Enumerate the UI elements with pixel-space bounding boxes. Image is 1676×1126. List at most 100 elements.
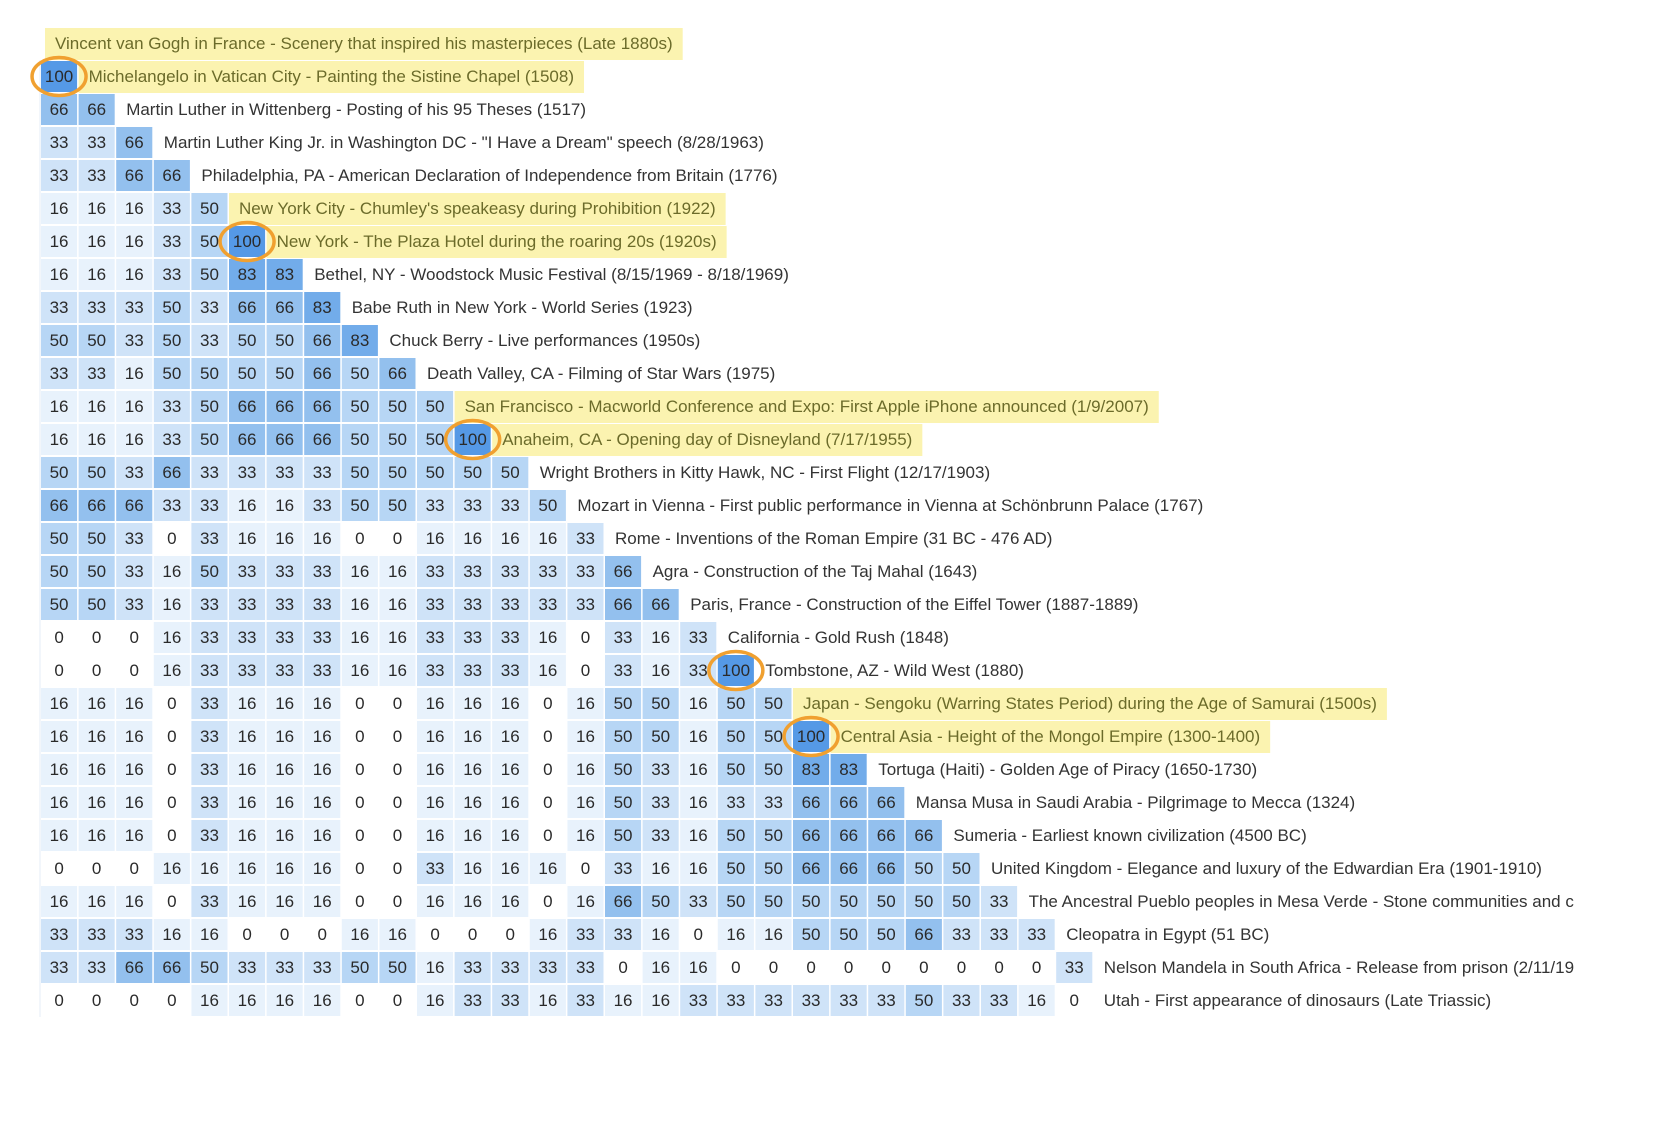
heatmap-cell bbox=[304, 886, 341, 917]
cell-value: 16 bbox=[238, 892, 257, 911]
cell-value: 33 bbox=[1065, 958, 1084, 977]
heatmap-cell bbox=[78, 490, 115, 521]
heatmap-cell bbox=[529, 754, 566, 785]
row-label: Tortuga (Haiti) - Golden Age of Piracy (… bbox=[878, 760, 1257, 779]
cell-value: 33 bbox=[463, 958, 482, 977]
row-label: Death Valley, CA - Filming of Star Wars … bbox=[427, 364, 775, 383]
heatmap-cell bbox=[830, 787, 867, 818]
heatmap-cell bbox=[116, 391, 153, 422]
heatmap-cell bbox=[492, 985, 529, 1016]
cell-value: 33 bbox=[125, 595, 144, 614]
row-label: Utah - First appearance of dinosaurs (La… bbox=[1104, 991, 1491, 1010]
heatmap-cell bbox=[153, 754, 190, 785]
cell-value: 33 bbox=[426, 859, 445, 878]
cell-value: 16 bbox=[162, 925, 181, 944]
heatmap-cell bbox=[717, 952, 754, 983]
cell-value: 16 bbox=[238, 529, 257, 548]
cell-value: 16 bbox=[426, 991, 445, 1010]
cell-value: 50 bbox=[200, 562, 219, 581]
cell-value: 66 bbox=[651, 595, 670, 614]
heatmap-cell bbox=[1018, 952, 1055, 983]
cell-value: 16 bbox=[350, 628, 369, 647]
cell-value: 16 bbox=[501, 793, 520, 812]
row-label: Tombstone, AZ - Wild West (1880) bbox=[765, 661, 1024, 680]
heatmap-cell bbox=[605, 556, 642, 587]
heatmap-cell bbox=[153, 391, 190, 422]
cell-value: 100 bbox=[458, 430, 486, 449]
heatmap-cell bbox=[41, 787, 78, 818]
heatmap-cell bbox=[304, 655, 341, 686]
cell-value: 33 bbox=[426, 628, 445, 647]
heatmap-cell bbox=[229, 919, 266, 950]
heatmap-cell bbox=[341, 589, 378, 620]
cell-value: 0 bbox=[355, 727, 364, 746]
heatmap-cell bbox=[78, 787, 115, 818]
cell-value: 66 bbox=[125, 166, 144, 185]
heatmap-cell bbox=[153, 721, 190, 752]
heatmap-cell bbox=[642, 721, 679, 752]
heatmap-cell bbox=[717, 754, 754, 785]
cell-value: 0 bbox=[543, 760, 552, 779]
heatmap-cell bbox=[642, 787, 679, 818]
cell-value: 50 bbox=[426, 463, 445, 482]
heatmap-cell bbox=[191, 292, 228, 323]
cell-value: 33 bbox=[50, 166, 69, 185]
cell-value: 50 bbox=[200, 364, 219, 383]
cell-value: 50 bbox=[162, 331, 181, 350]
cell-value: 16 bbox=[501, 826, 520, 845]
heatmap-cell bbox=[755, 919, 792, 950]
heatmap-cell bbox=[454, 886, 491, 917]
heatmap-cell bbox=[417, 622, 454, 653]
heatmap-cell bbox=[191, 952, 228, 983]
cell-value: 33 bbox=[200, 793, 219, 812]
heatmap-cell bbox=[341, 490, 378, 521]
cell-value: 33 bbox=[726, 991, 745, 1010]
cell-value: 100 bbox=[45, 67, 73, 86]
cell-value: 50 bbox=[764, 727, 783, 746]
heatmap-cell bbox=[153, 226, 190, 257]
heatmap-cell bbox=[642, 688, 679, 719]
heatmap-cell bbox=[116, 721, 153, 752]
cell-value: 0 bbox=[355, 694, 364, 713]
cell-value: 33 bbox=[426, 661, 445, 680]
heatmap-cell bbox=[116, 985, 153, 1016]
cell-value: 50 bbox=[764, 694, 783, 713]
cell-value: 16 bbox=[125, 199, 144, 218]
heatmap-cell bbox=[153, 853, 190, 884]
cell-value: 33 bbox=[426, 496, 445, 515]
cell-value: 66 bbox=[914, 826, 933, 845]
heatmap-cell bbox=[116, 160, 153, 191]
cell-value: 50 bbox=[726, 694, 745, 713]
heatmap-cell bbox=[266, 589, 303, 620]
heatmap-cell bbox=[116, 193, 153, 224]
heatmap-cell bbox=[78, 820, 115, 851]
cell-value: 16 bbox=[689, 694, 708, 713]
cell-value: 50 bbox=[50, 331, 69, 350]
heatmap-cell bbox=[191, 391, 228, 422]
heatmap-cell bbox=[454, 721, 491, 752]
row-label: New York City - Chumley's speakeasy duri… bbox=[239, 199, 716, 218]
heatmap-cell bbox=[417, 655, 454, 686]
cell-value: 33 bbox=[50, 298, 69, 317]
cell-value: 16 bbox=[50, 694, 69, 713]
cell-value: 0 bbox=[393, 694, 402, 713]
heatmap-cell bbox=[417, 820, 454, 851]
cell-value: 0 bbox=[318, 925, 327, 944]
heatmap-cell bbox=[78, 754, 115, 785]
cell-value: 33 bbox=[538, 958, 557, 977]
heatmap-cell bbox=[229, 886, 266, 917]
cell-value: 0 bbox=[882, 958, 891, 977]
cell-value: 33 bbox=[50, 133, 69, 152]
cell-value: 33 bbox=[125, 331, 144, 350]
cell-value: 33 bbox=[162, 496, 181, 515]
row-label: San Francisco - Macworld Conference and … bbox=[465, 397, 1149, 416]
cell-value: 33 bbox=[501, 661, 520, 680]
cell-value: 0 bbox=[919, 958, 928, 977]
cell-value: 50 bbox=[726, 760, 745, 779]
cell-value: 16 bbox=[313, 793, 332, 812]
heatmap-cell bbox=[567, 556, 604, 587]
cell-value: 50 bbox=[200, 265, 219, 284]
cell-value: 0 bbox=[54, 859, 63, 878]
heatmap-cell bbox=[41, 919, 78, 950]
cell-value: 66 bbox=[614, 595, 633, 614]
